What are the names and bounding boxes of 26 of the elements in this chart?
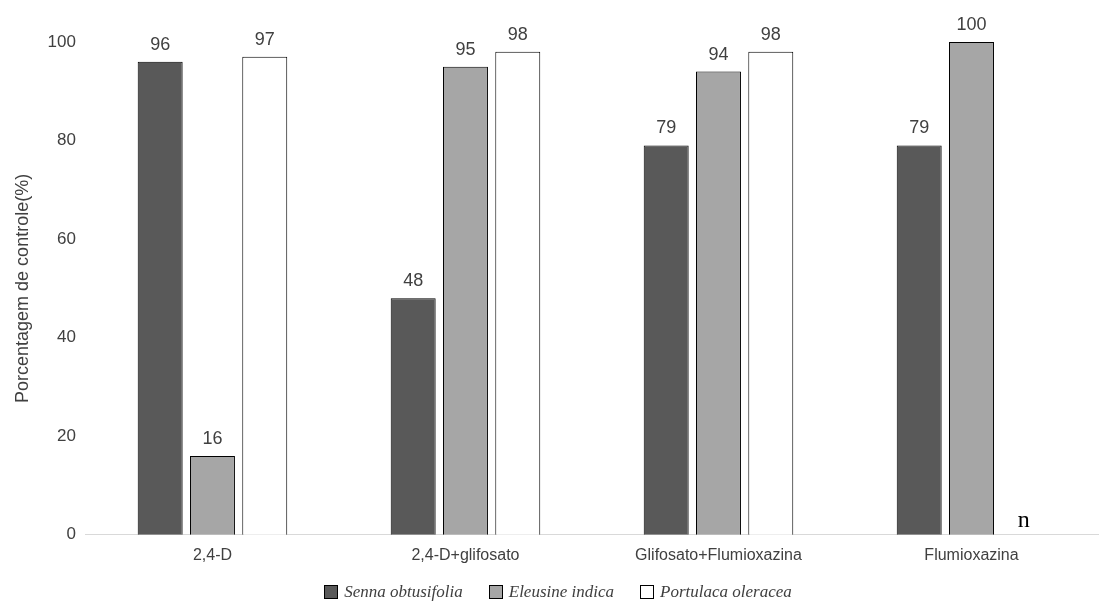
- data-label: 79: [656, 117, 677, 138]
- y-tick-label: 60: [57, 228, 76, 248]
- text: n: [1017, 506, 1030, 533]
- data-label: 95: [455, 38, 476, 59]
- y-tick-label: 0: [66, 524, 76, 544]
- data-label: 94: [708, 43, 729, 64]
- x-tick-label: 2,4-D: [192, 545, 233, 563]
- x-tick-label: 2,4-D+glifosato: [411, 545, 520, 563]
- y-tick-label: 20: [57, 425, 76, 445]
- y-tick-label: 80: [57, 130, 76, 150]
- data-label: 96: [150, 33, 171, 54]
- legend-label: Eleusine indica: [508, 582, 615, 602]
- data-label: 16: [202, 427, 223, 448]
- data-label: 48: [403, 270, 424, 291]
- data-label: 79: [909, 117, 930, 138]
- data-label: 98: [760, 23, 781, 44]
- legend-label: Senna obtusifolia: [344, 582, 463, 602]
- x-tick-label: Flumioxazina: [924, 545, 1019, 563]
- y-tick-label: 40: [57, 327, 76, 347]
- y-axis-title: Porcentagem de controle(%): [11, 173, 32, 403]
- data-label: 98: [507, 23, 528, 44]
- data-label: 100: [956, 13, 987, 34]
- x-tick-label: Glifosato+Flumioxazina: [635, 545, 802, 563]
- text: Portulaca oleracea: [660, 582, 792, 602]
- y-tick-label: 100: [47, 31, 76, 51]
- data-label: 97: [254, 28, 275, 49]
